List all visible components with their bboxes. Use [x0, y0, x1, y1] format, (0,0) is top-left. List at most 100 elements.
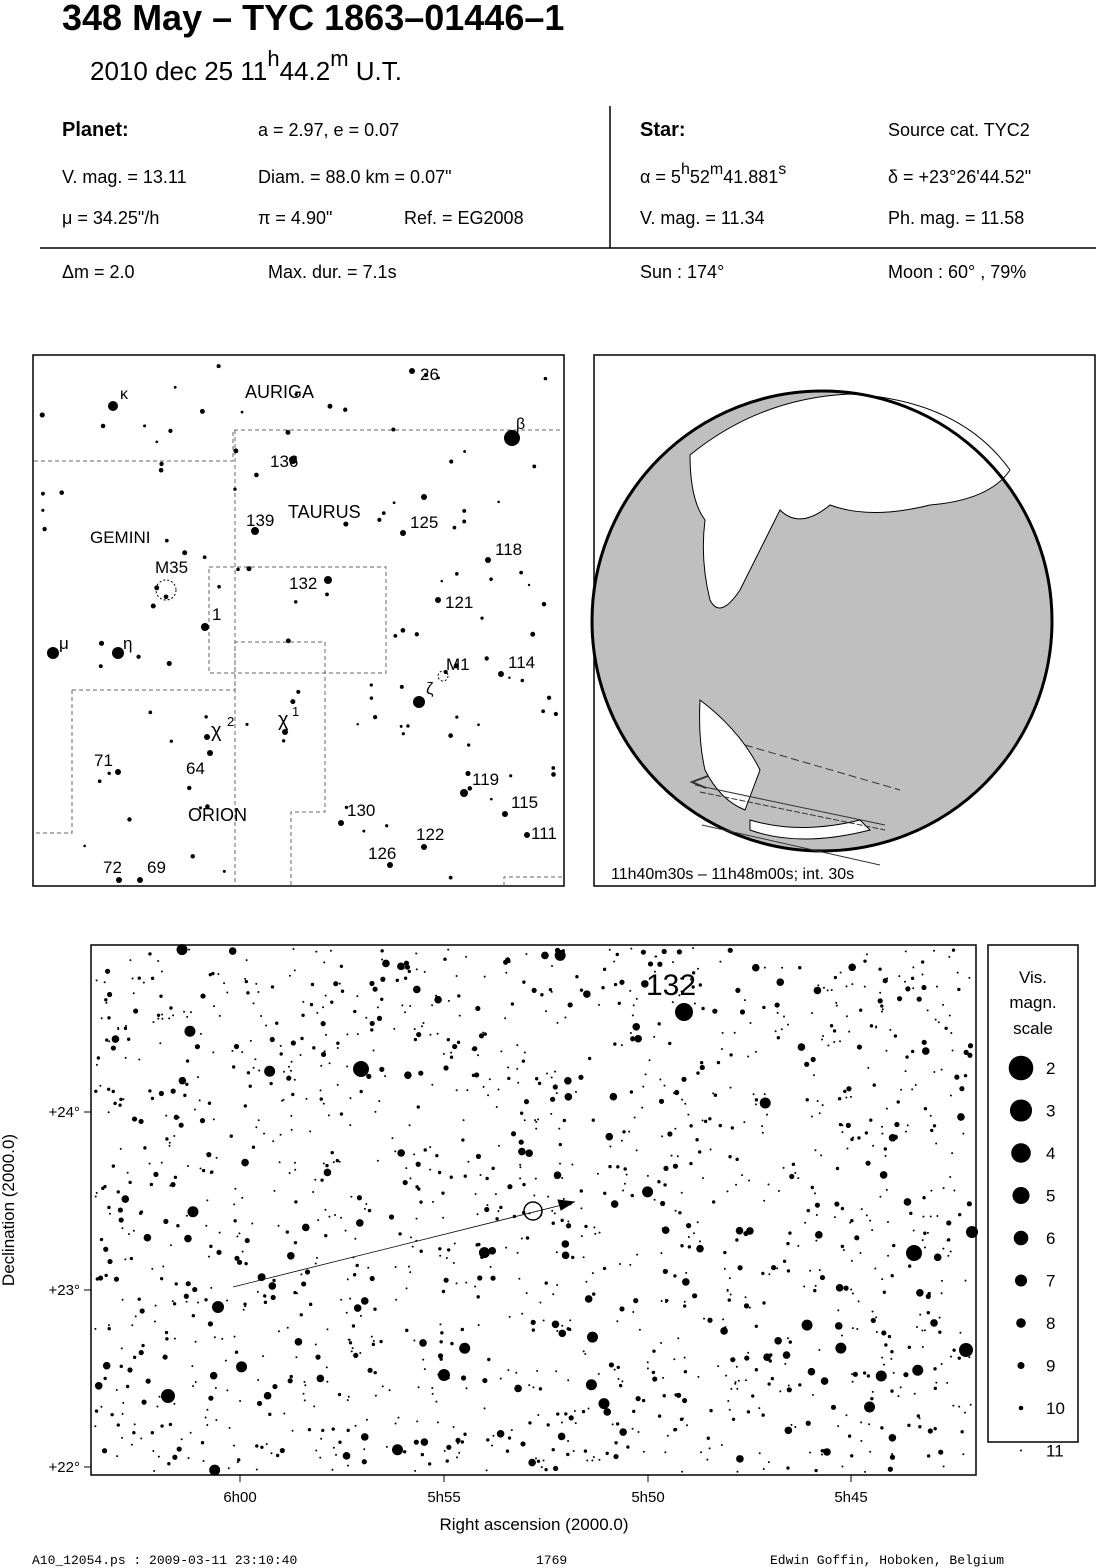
star [119, 1147, 122, 1150]
legend-label: 7 [1046, 1272, 1055, 1291]
star [416, 1031, 422, 1038]
star [672, 961, 675, 964]
star [966, 1226, 978, 1238]
star [285, 1230, 290, 1234]
star [213, 1005, 216, 1008]
star [394, 1422, 397, 1425]
star [164, 1330, 169, 1335]
star [896, 1100, 900, 1104]
star [289, 1374, 293, 1379]
star [718, 1123, 722, 1128]
star [509, 774, 513, 778]
star [935, 1142, 938, 1145]
star [260, 1015, 263, 1018]
star [508, 1315, 511, 1318]
star [168, 1017, 171, 1020]
star [465, 955, 468, 958]
star [662, 1376, 665, 1379]
star [676, 1155, 679, 1158]
star [632, 1409, 636, 1414]
star [257, 1119, 260, 1122]
star [833, 975, 838, 980]
star [729, 1086, 732, 1089]
star [930, 1189, 933, 1192]
star [244, 979, 249, 984]
star [749, 1022, 752, 1025]
star [173, 385, 177, 389]
star [636, 1253, 639, 1256]
star [207, 1255, 210, 1258]
star [455, 1282, 458, 1285]
star [923, 1107, 928, 1111]
star [309, 1130, 312, 1133]
star [797, 1043, 806, 1051]
date-part: U.T. [349, 56, 402, 86]
star [251, 1222, 254, 1225]
star [287, 1065, 290, 1068]
star [227, 1467, 230, 1470]
star [720, 1443, 723, 1446]
star [532, 464, 537, 469]
star [446, 1248, 451, 1252]
star [719, 960, 722, 963]
star [850, 1137, 854, 1142]
star [241, 1250, 244, 1253]
star [429, 1168, 432, 1171]
star [445, 1459, 449, 1463]
star [279, 1447, 285, 1454]
star [567, 1379, 570, 1382]
star [275, 1453, 280, 1458]
star [272, 1383, 278, 1390]
star [830, 1404, 837, 1410]
star [285, 429, 291, 435]
star [108, 401, 118, 411]
star [641, 1106, 644, 1109]
star [835, 1004, 838, 1007]
star [265, 1024, 268, 1027]
star [290, 1114, 293, 1117]
star [768, 1273, 771, 1276]
star [900, 1088, 903, 1091]
star [346, 1428, 350, 1433]
star [678, 994, 681, 997]
star [286, 1075, 292, 1081]
star [110, 1045, 117, 1051]
date-part: 44.2 [280, 56, 331, 86]
star [763, 1199, 766, 1202]
star [521, 1059, 526, 1063]
star [413, 1028, 416, 1031]
star [558, 1329, 567, 1338]
star [393, 633, 398, 638]
star [441, 1191, 445, 1195]
star [534, 1177, 537, 1180]
star [223, 982, 226, 985]
star [369, 1275, 375, 1282]
info-cell: Source cat. TYC2 [888, 120, 1030, 140]
star [302, 1000, 305, 1003]
star [207, 1321, 214, 1327]
star [353, 1009, 357, 1014]
star [551, 772, 556, 777]
star [504, 430, 520, 446]
star [568, 1415, 574, 1421]
star [904, 950, 907, 953]
star [598, 1458, 601, 1461]
star [613, 1453, 619, 1460]
star [921, 973, 924, 976]
star [713, 1093, 718, 1097]
star [346, 1399, 349, 1402]
star [837, 1425, 840, 1428]
star [335, 1158, 340, 1163]
star [214, 1386, 217, 1389]
star [642, 1450, 645, 1453]
star [435, 597, 441, 603]
star [152, 1449, 155, 1452]
star [903, 1198, 912, 1206]
star [176, 944, 188, 956]
star [268, 1412, 272, 1417]
star [217, 972, 220, 975]
star [460, 1440, 465, 1444]
star [862, 1371, 867, 1375]
star [603, 1408, 612, 1416]
star [315, 1354, 321, 1360]
